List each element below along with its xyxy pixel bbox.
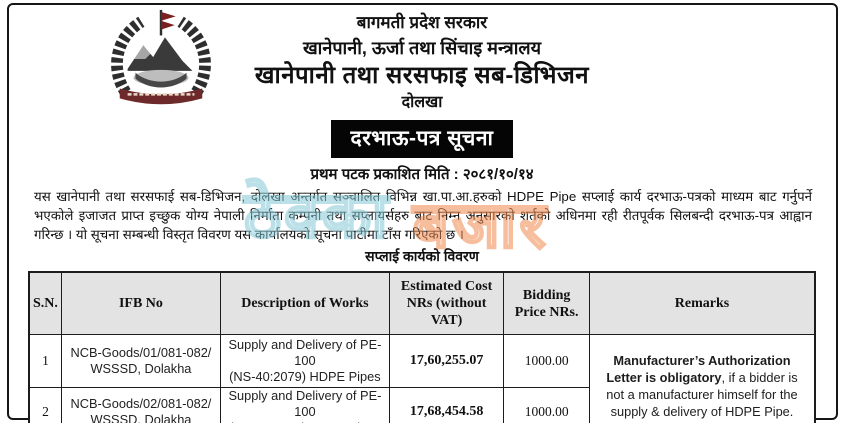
cell-remarks: Manufacturer’s Authorization Letter is o… bbox=[588, 334, 816, 423]
published-date-line: प्रथम पटक प्रकाशित मिति : २०८१/१०/१४ bbox=[310, 166, 534, 183]
cell-estimated-cost: 17,60,255.07 bbox=[388, 334, 505, 388]
header-ifb-no: IFB No bbox=[60, 271, 221, 335]
header-sn: S.N. bbox=[28, 271, 62, 335]
supply-works-table-wrap: S.N. IFB No Description of Works Estimat… bbox=[0, 271, 844, 423]
notice-body-paragraph: यस खानेपानी तथा सरसफाई सब-डिभिजन, दोलखा … bbox=[34, 189, 812, 242]
remarks-bold-text: Manufacturer’s Authorization Letter is o… bbox=[606, 352, 791, 385]
remarks-rest-text: , if a bidder is not a manufacturer hims… bbox=[606, 369, 798, 419]
ministry-name: खानेपानी, ऊर्जा तथा सिंचाइ मन्त्रालय bbox=[302, 38, 542, 58]
table-header-row: S.N. IFB No Description of Works Estimat… bbox=[28, 271, 816, 335]
table-caption: सप्लाई कार्यको विवरण bbox=[365, 248, 479, 264]
cell-sn: 1 bbox=[28, 334, 62, 388]
cell-bidding-price: 1000.00 bbox=[503, 334, 590, 388]
government-name: बागमती प्रदेश सरकार bbox=[356, 13, 488, 32]
notice-title: दरभाऊ-पत्र सूचना bbox=[330, 120, 514, 158]
cell-description: Supply and Delivery of PE-100 (NS-40:207… bbox=[219, 387, 390, 423]
cell-bidding-price: 1000.00 bbox=[503, 387, 590, 423]
cell-description: Supply and Delivery of PE-100 (NS-40:207… bbox=[219, 334, 390, 388]
cell-sn: 2 bbox=[28, 387, 62, 423]
letterhead: बागमती प्रदेश सरकार खानेपानी, ऊर्जा तथा … bbox=[0, 0, 844, 115]
cell-ifb-no: NCB-Goods/02/081-082/ WSSSD, Dolakha bbox=[60, 387, 221, 423]
office-name: खानेपानी तथा सरसफाइ सब-डिभिजन bbox=[254, 62, 590, 89]
table-row: 2 NCB-Goods/02/081-082/ WSSSD, Dolakha S… bbox=[28, 387, 815, 423]
cell-estimated-cost: 17,68,454.58 bbox=[388, 387, 505, 423]
header-bidding-price: Bidding Price NRs. bbox=[503, 271, 590, 335]
cell-ifb-no: NCB-Goods/01/081-082/ WSSSD, Dolakha bbox=[60, 334, 221, 388]
header-estimated-cost: Estimated Cost NRs (without VAT) bbox=[388, 271, 505, 335]
nepal-government-emblem-icon bbox=[111, 9, 211, 105]
notice-title-row: दरभाऊ-पत्र सूचना bbox=[0, 120, 844, 158]
table-row: 1 NCB-Goods/01/081-082/ WSSSD, Dolakha S… bbox=[28, 334, 816, 423]
supply-works-table: S.N. IFB No Description of Works Estimat… bbox=[28, 271, 816, 423]
district-name: दोलखा bbox=[401, 94, 443, 111]
header-description: Description of Works bbox=[219, 271, 390, 335]
header-remarks: Remarks bbox=[588, 271, 816, 335]
